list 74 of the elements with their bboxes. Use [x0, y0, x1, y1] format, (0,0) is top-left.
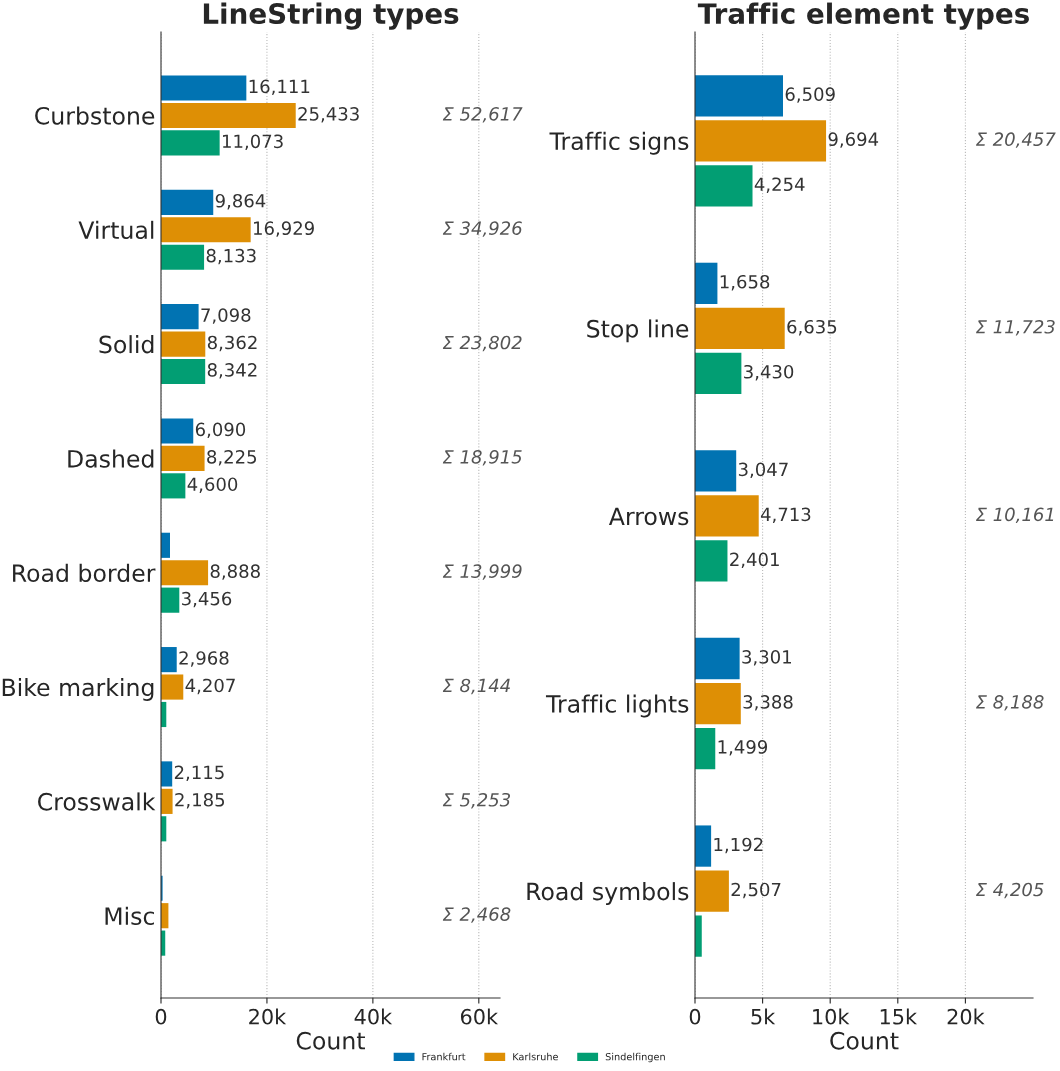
y-tick-label: Solid — [99, 335, 154, 354]
data-label: 8,225 — [207, 449, 257, 466]
data-label: 8,362 — [207, 335, 257, 352]
data-label: 2,185 — [175, 792, 225, 809]
legend-label: Frankfurt — [422, 1052, 466, 1061]
y-tick-label: Stop line — [587, 319, 689, 343]
data-label: 6,090 — [195, 422, 246, 439]
data-label: 3,388 — [743, 695, 793, 711]
annotation: Σ 2,468 — [442, 907, 511, 923]
data-label: 11,073 — [222, 134, 283, 150]
annotation: Σ 8,144 — [442, 678, 510, 695]
data-label: 8,133 — [206, 248, 256, 265]
data-label: 16,111 — [249, 79, 310, 96]
data-label: 4,713 — [760, 507, 811, 524]
annotation: Σ 5,253 — [442, 792, 511, 809]
annotation: Σ 20,457 — [976, 132, 1056, 148]
data-label: 2,401 — [730, 552, 779, 569]
chart-title: LineString types — [203, 2, 459, 30]
annotation: Σ 52,617 — [442, 107, 523, 123]
y-tick-label: Virtual — [78, 220, 154, 240]
y-tick-label: Curbstone — [35, 106, 155, 125]
y-tick-label: Misc — [105, 906, 154, 925]
data-label: 1,192 — [714, 837, 763, 854]
y-tick-label: Road border — [13, 563, 156, 583]
data-label: 16,929 — [254, 221, 314, 237]
data-label: 8,342 — [207, 363, 257, 379]
x-tick-label: 0 — [155, 1008, 167, 1025]
data-label: 4,254 — [754, 177, 805, 193]
data-label: 6,509 — [785, 87, 835, 103]
y-tick-label: Traffic signs — [549, 131, 689, 155]
data-label: 1,499 — [718, 740, 768, 756]
data-label: 3,456 — [182, 591, 232, 608]
legend-label: Sindelfingen — [605, 1052, 665, 1063]
y-tick-label: Traffic lights — [545, 694, 689, 718]
y-tick-label: Dashed — [68, 449, 154, 468]
annotation: Σ 10,161 — [976, 507, 1054, 524]
x-axis-title: Count — [296, 1031, 365, 1050]
x-tick-label: 10k — [813, 1008, 850, 1025]
y-tick-label: Arrows — [608, 507, 689, 526]
data-label: 3,301 — [742, 650, 791, 666]
data-label: 9,864 — [215, 193, 266, 210]
annotation: Σ 8,188 — [976, 695, 1044, 711]
x-tick-label: 20k — [249, 1008, 287, 1025]
annotation: Σ 34,926 — [442, 221, 522, 237]
x-tick-label: 5k — [751, 1008, 776, 1025]
annotation: Σ 4,205 — [976, 882, 1044, 899]
y-tick-label: Road symbols — [527, 882, 689, 905]
annotation: Σ 13,999 — [442, 564, 522, 580]
y-tick-label: Bike marking — [2, 678, 154, 701]
x-tick-label: 40k — [354, 1008, 393, 1025]
annotation: Σ 18,915 — [442, 449, 522, 466]
data-label: 9,694 — [828, 132, 879, 148]
x-tick-label: 60k — [460, 1008, 499, 1025]
data-label: 2,968 — [179, 651, 229, 667]
x-tick-label: 0 — [689, 1008, 701, 1025]
x-tick-label: 20k — [947, 1008, 985, 1025]
annotation: Σ 11,723 — [976, 319, 1055, 336]
x-axis-title: Count — [830, 1031, 899, 1050]
data-label: 6,635 — [787, 319, 837, 336]
data-label: 25,433 — [298, 107, 359, 123]
annotation: Σ 23,802 — [442, 335, 522, 352]
data-label: 4,207 — [185, 678, 235, 695]
data-label: 2,507 — [731, 882, 781, 899]
chart-title: Traffic element types — [697, 2, 1029, 30]
legend-label: Karlsruhe — [513, 1052, 558, 1061]
data-label: 7,098 — [201, 308, 251, 324]
data-label: 8,888 — [210, 564, 260, 580]
data-label: 3,047 — [738, 462, 788, 478]
x-tick-label: 15k — [880, 1008, 918, 1025]
data-label: 1,658 — [720, 274, 770, 291]
data-label: 4,600 — [187, 477, 238, 493]
y-tick-label: Crosswalk — [38, 792, 156, 811]
data-label: 3,430 — [744, 364, 794, 381]
data-label: 2,115 — [174, 765, 224, 782]
